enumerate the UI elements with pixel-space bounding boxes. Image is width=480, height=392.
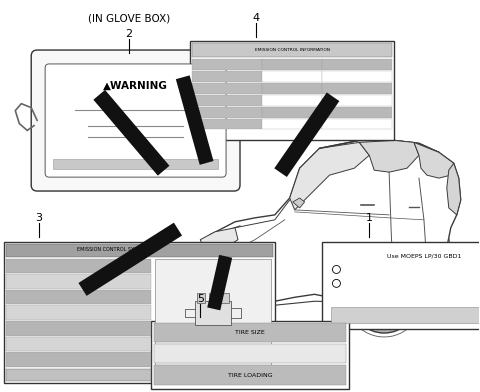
Bar (155, 369, 271, 381)
Text: EMISSION CONTROL INFORMATION: EMISSION CONTROL INFORMATION (254, 48, 330, 52)
Circle shape (218, 278, 262, 321)
Bar (192, 59, 262, 70)
Circle shape (234, 293, 246, 306)
Bar (192, 71, 262, 82)
Bar (192, 107, 262, 118)
Polygon shape (78, 223, 182, 296)
Polygon shape (200, 228, 238, 252)
Polygon shape (274, 93, 339, 177)
Bar (322, 118, 392, 129)
Polygon shape (207, 255, 232, 310)
Bar (322, 107, 392, 118)
Circle shape (350, 265, 418, 333)
Bar (6, 337, 151, 351)
Bar (332, 307, 480, 323)
Bar (6, 259, 151, 273)
Bar (6, 290, 151, 304)
Bar (6, 305, 151, 320)
FancyBboxPatch shape (45, 64, 226, 177)
Polygon shape (447, 245, 459, 265)
Bar (205, 274, 255, 284)
Bar (53, 159, 218, 169)
Polygon shape (290, 142, 369, 210)
Bar (322, 71, 392, 82)
Bar (192, 83, 262, 94)
Circle shape (361, 276, 407, 322)
Bar (154, 365, 347, 385)
Polygon shape (414, 142, 454, 178)
Polygon shape (447, 163, 461, 215)
Text: ▲WARNING: ▲WARNING (103, 81, 168, 91)
Text: EMISSION CONTROL SYSTEM: EMISSION CONTROL SYSTEM (77, 247, 148, 252)
Bar (192, 118, 262, 129)
Text: (IN GLOVE BOX): (IN GLOVE BOX) (87, 13, 170, 23)
Bar (322, 95, 392, 106)
Text: 2: 2 (125, 29, 132, 39)
Text: TIRE LOADING: TIRE LOADING (228, 372, 272, 377)
Bar (151, 321, 349, 388)
Polygon shape (360, 140, 419, 172)
Polygon shape (176, 75, 214, 165)
Text: 3: 3 (36, 213, 43, 223)
Bar (322, 59, 392, 70)
Text: 5: 5 (197, 294, 204, 304)
Bar (192, 95, 262, 106)
Bar (154, 323, 347, 342)
Text: Use MOEPS LP/30 GBD1: Use MOEPS LP/30 GBD1 (387, 253, 462, 258)
Bar (262, 118, 322, 129)
Bar (197, 293, 205, 303)
Bar (262, 107, 322, 118)
Bar (6, 369, 151, 381)
Bar (322, 242, 480, 329)
Bar (6, 274, 151, 289)
Polygon shape (94, 90, 169, 176)
FancyBboxPatch shape (31, 50, 240, 191)
Bar (192, 43, 392, 57)
Bar (262, 59, 322, 70)
Bar (209, 293, 217, 303)
Bar (195, 301, 231, 325)
Circle shape (208, 267, 272, 331)
Text: 4: 4 (252, 13, 260, 23)
Bar (262, 83, 322, 94)
Bar (6, 352, 151, 367)
Text: TIRE SIZE: TIRE SIZE (235, 330, 265, 335)
Bar (155, 259, 271, 368)
Text: 1: 1 (366, 213, 373, 223)
Bar (4, 242, 275, 383)
Bar (221, 293, 229, 303)
Circle shape (377, 292, 391, 306)
Bar (190, 41, 394, 140)
Bar (262, 95, 322, 106)
Bar (6, 321, 151, 336)
Polygon shape (293, 198, 305, 208)
Bar (322, 83, 392, 94)
Bar (154, 344, 347, 363)
Bar (6, 244, 273, 257)
Bar (262, 71, 322, 82)
